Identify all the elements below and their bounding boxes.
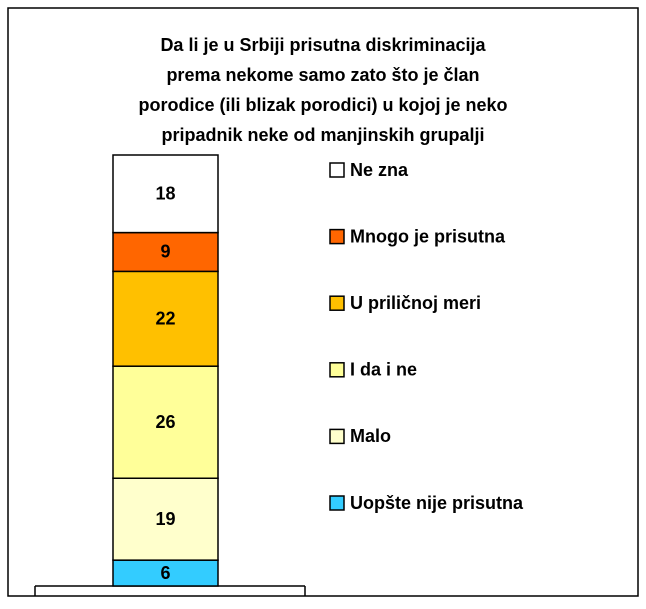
legend-swatch [329,162,345,178]
legend-swatch [329,228,345,245]
bar-segment [112,270,219,367]
legend-label: I da i ne [350,360,417,380]
chart-title: Da li je u Srbiji prisutna diskriminacij… [160,35,486,55]
legend-swatch [329,495,345,511]
legend-swatch [329,362,345,378]
data-label: 22 [155,309,175,329]
legend-label: U priličnoj meri [350,293,481,313]
legend-swatch [329,428,345,445]
legend-label: Malo [350,426,391,446]
data-label: 9 [160,242,170,262]
legend-label: Mnogo je prisutna [350,226,506,246]
bar-segment [112,477,219,561]
bar-segment [112,231,219,273]
legend-swatch [329,295,345,311]
data-label: 26 [155,412,175,432]
chart-title: prema nekome samo zato što je član [166,65,479,85]
chart-title: porodice (ili blizak porodici) u kojoj j… [138,95,507,115]
bar-segment [112,365,219,479]
data-label: 6 [160,563,170,583]
bar-segment [112,154,219,234]
legend-label: Ne zna [350,160,409,180]
legend-label: Uopšte nije prisutna [350,493,524,513]
data-label: 19 [155,509,175,529]
chart-title: pripadnik neke od manjinskih grupalji [161,125,484,145]
data-label: 18 [155,184,175,204]
